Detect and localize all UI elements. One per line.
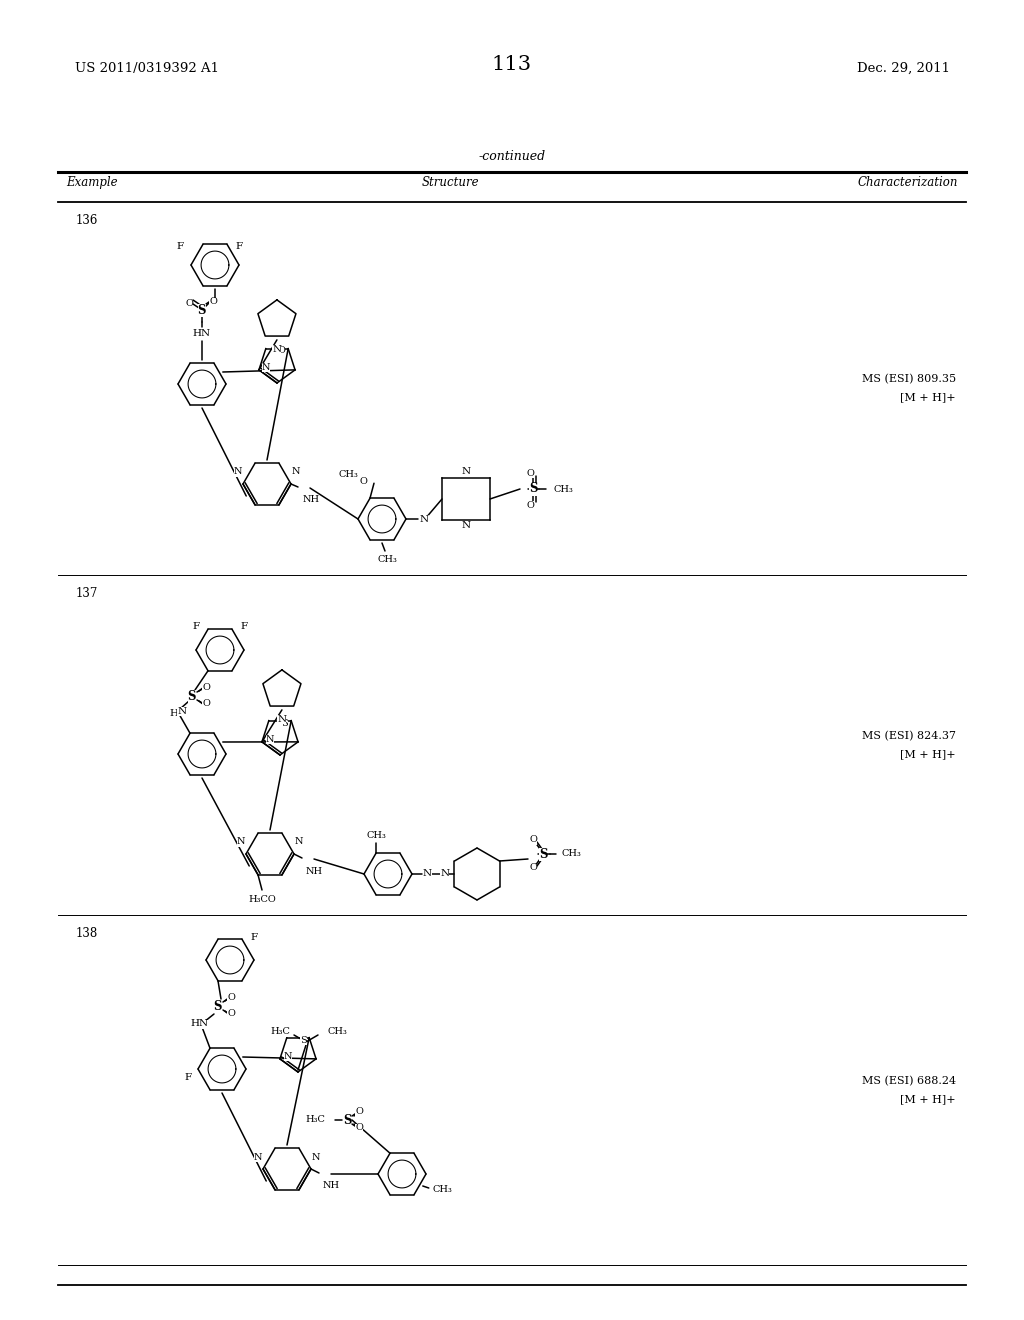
Text: F: F	[193, 622, 200, 631]
Text: NH: NH	[303, 495, 321, 504]
Text: Dec. 29, 2011: Dec. 29, 2011	[857, 62, 950, 75]
Text: 137: 137	[76, 587, 98, 601]
Text: O: O	[355, 1123, 362, 1133]
Text: CH₃: CH₃	[338, 470, 358, 479]
Text: MS (ESI) 809.35: MS (ESI) 809.35	[862, 375, 956, 384]
Text: N: N	[254, 1152, 262, 1162]
Text: N: N	[295, 837, 303, 846]
Text: O: O	[526, 469, 534, 478]
Text: Structure: Structure	[421, 176, 479, 189]
Text: CH₃: CH₃	[433, 1185, 453, 1195]
Text: N: N	[440, 870, 450, 879]
Text: H₃CO: H₃CO	[248, 895, 275, 904]
Text: 113: 113	[492, 55, 532, 74]
Text: CH₃: CH₃	[562, 850, 582, 858]
Text: US 2011/0319392 A1: US 2011/0319392 A1	[75, 62, 219, 75]
Text: N: N	[278, 715, 287, 723]
Text: H₃C: H₃C	[270, 1027, 290, 1036]
Text: O: O	[355, 1107, 362, 1117]
Text: CH₃: CH₃	[553, 484, 572, 494]
Text: N: N	[237, 837, 245, 846]
Text: H₃C: H₃C	[305, 1115, 325, 1125]
Text: O: O	[526, 500, 534, 510]
Text: O: O	[359, 477, 367, 486]
Text: MS (ESI) 824.37: MS (ESI) 824.37	[862, 731, 956, 741]
Text: N: N	[462, 521, 471, 531]
Text: [M + H]+: [M + H]+	[900, 748, 956, 759]
Text: O: O	[278, 346, 285, 355]
Text: NH: NH	[323, 1181, 340, 1191]
Text: S: S	[187, 689, 197, 702]
Text: F: F	[234, 242, 242, 251]
Text: N: N	[177, 706, 186, 715]
Text: N: N	[272, 345, 282, 354]
Text: CH₃: CH₃	[377, 554, 397, 564]
Text: -continued: -continued	[478, 150, 546, 162]
Text: S: S	[343, 1114, 351, 1126]
Text: S: S	[528, 483, 538, 495]
Text: O: O	[227, 994, 234, 1002]
Text: N: N	[311, 1152, 321, 1162]
Text: N: N	[420, 515, 429, 524]
Text: 138: 138	[76, 927, 98, 940]
Text: O: O	[529, 836, 537, 845]
Text: N: N	[462, 467, 471, 477]
Text: S: S	[300, 1036, 307, 1045]
Text: N: N	[262, 363, 270, 372]
Text: S: S	[539, 847, 547, 861]
Text: Example: Example	[66, 176, 118, 189]
Text: HN: HN	[190, 1019, 209, 1028]
Text: S: S	[214, 999, 222, 1012]
Text: O: O	[529, 863, 537, 873]
Text: F: F	[250, 933, 257, 941]
Text: [M + H]+: [M + H]+	[900, 1094, 956, 1104]
Text: F: F	[177, 242, 184, 251]
Text: N: N	[233, 467, 243, 477]
Text: CH₃: CH₃	[366, 830, 386, 840]
Text: O: O	[202, 700, 210, 709]
Text: S: S	[282, 719, 288, 729]
Text: NH: NH	[306, 866, 324, 875]
Text: [M + H]+: [M + H]+	[900, 392, 956, 403]
Text: Characterization: Characterization	[857, 176, 958, 189]
Text: 136: 136	[76, 214, 98, 227]
Text: H: H	[170, 710, 178, 718]
Text: CH₃: CH₃	[328, 1027, 348, 1036]
Text: N: N	[292, 467, 300, 477]
Text: O: O	[227, 1010, 234, 1019]
Text: S: S	[198, 304, 206, 317]
Text: O: O	[202, 684, 210, 693]
Text: N: N	[266, 735, 274, 744]
Text: F: F	[185, 1072, 193, 1081]
Text: N: N	[423, 870, 432, 879]
Text: MS (ESI) 688.24: MS (ESI) 688.24	[862, 1076, 956, 1086]
Text: HN: HN	[193, 330, 211, 338]
Text: F: F	[240, 622, 247, 631]
Text: N: N	[284, 1052, 293, 1061]
Text: O: O	[209, 297, 217, 306]
Text: O: O	[185, 300, 193, 309]
